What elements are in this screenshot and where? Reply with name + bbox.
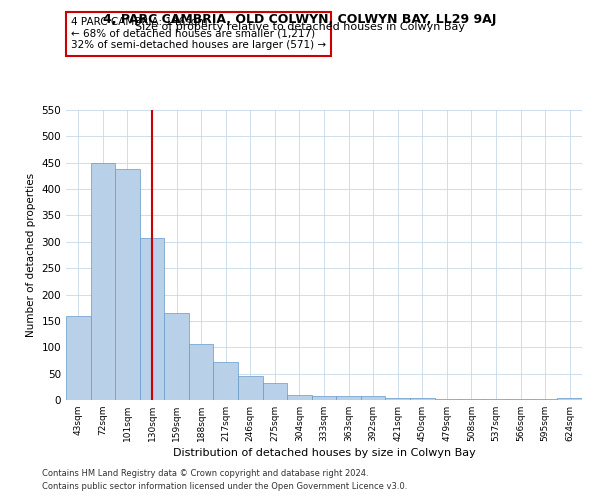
- Bar: [263, 382, 287, 400]
- Bar: [385, 398, 410, 400]
- Y-axis label: Number of detached properties: Number of detached properties: [26, 173, 36, 337]
- Bar: [312, 396, 336, 400]
- Bar: [115, 169, 140, 400]
- Bar: [164, 313, 189, 400]
- Text: Contains public sector information licensed under the Open Government Licence v3: Contains public sector information licen…: [42, 482, 407, 491]
- Text: Size of property relative to detached houses in Colwyn Bay: Size of property relative to detached ho…: [135, 22, 465, 32]
- Text: 4, PARC CAMBRIA, OLD COLWYN, COLWYN BAY, LL29 9AJ: 4, PARC CAMBRIA, OLD COLWYN, COLWYN BAY,…: [103, 12, 497, 26]
- Bar: [66, 316, 91, 400]
- Text: 4 PARC CAMBRIA: 146sqm
← 68% of detached houses are smaller (1,217)
32% of semi-: 4 PARC CAMBRIA: 146sqm ← 68% of detached…: [71, 17, 326, 50]
- Bar: [361, 396, 385, 400]
- Bar: [336, 396, 361, 400]
- Bar: [287, 394, 312, 400]
- Bar: [189, 344, 214, 400]
- Text: Contains HM Land Registry data © Crown copyright and database right 2024.: Contains HM Land Registry data © Crown c…: [42, 468, 368, 477]
- Bar: [91, 162, 115, 400]
- Bar: [214, 362, 238, 400]
- Bar: [459, 399, 484, 400]
- Bar: [410, 398, 434, 400]
- Bar: [557, 398, 582, 400]
- Bar: [140, 238, 164, 400]
- X-axis label: Distribution of detached houses by size in Colwyn Bay: Distribution of detached houses by size …: [173, 448, 475, 458]
- Bar: [238, 376, 263, 400]
- Bar: [434, 399, 459, 400]
